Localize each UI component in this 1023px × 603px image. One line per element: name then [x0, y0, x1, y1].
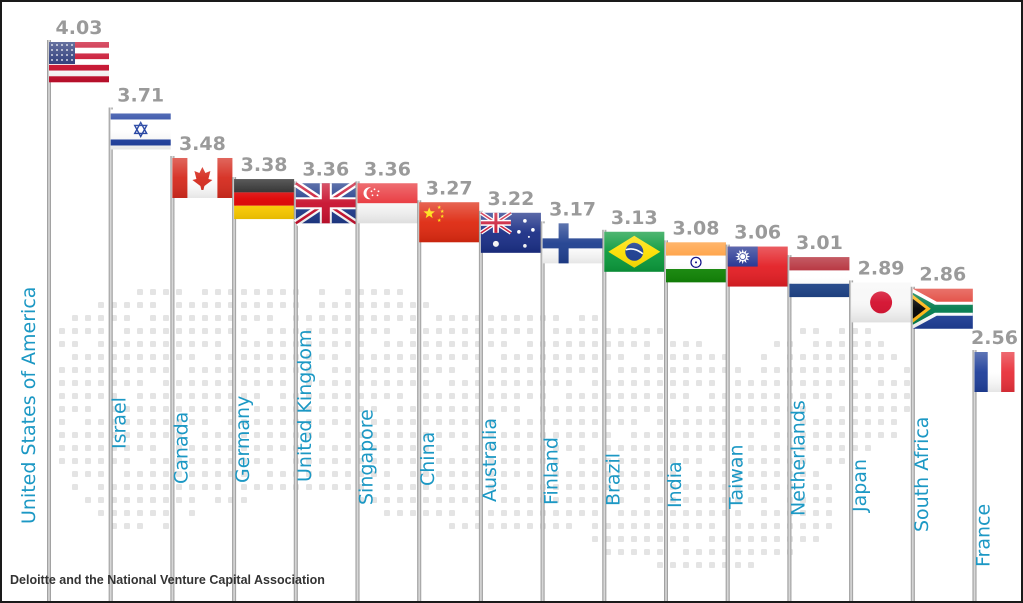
- china-flag-icon: [419, 202, 480, 243]
- country-label: Canada: [170, 412, 192, 484]
- country-label: India: [664, 461, 686, 508]
- country-label: South Africa: [911, 417, 933, 532]
- value-label: 2.56: [971, 327, 1018, 349]
- country-label: Taiwan: [726, 444, 748, 510]
- france-flag-icon: [974, 352, 1015, 392]
- flagpole: [602, 229, 607, 601]
- flagpole: [849, 280, 854, 601]
- value-label: 3.71: [117, 84, 164, 106]
- country-label: Finland: [541, 437, 563, 505]
- source-credit: Deloitte and the National Venture Capita…: [10, 573, 325, 587]
- flagpole: [417, 200, 422, 601]
- country-label: Australia: [479, 418, 501, 502]
- uk-flag-icon: [293, 180, 358, 227]
- israel-flag-icon: [110, 109, 171, 150]
- flagpole: [355, 181, 360, 601]
- value-label: 3.17: [549, 198, 596, 220]
- canada-flag-icon: [172, 157, 233, 198]
- country-label: Germany: [232, 396, 254, 483]
- value-label: 3.22: [487, 188, 534, 210]
- flagpole: [478, 210, 483, 601]
- south-africa-flag-icon: [912, 288, 973, 329]
- value-label: 3.36: [302, 158, 349, 180]
- value-label: 2.86: [919, 264, 966, 286]
- country-label: Brazil: [602, 453, 624, 506]
- taiwan-flag-icon: [727, 246, 788, 287]
- flagpole: [910, 286, 915, 601]
- country-label: Singapore: [356, 409, 378, 505]
- country-label: France: [973, 504, 995, 567]
- japan-flag-icon: [851, 282, 912, 323]
- value-label: 3.38: [241, 154, 288, 176]
- finland-flag-icon: [542, 223, 603, 264]
- flagpole: [47, 40, 51, 601]
- flagpole: [108, 107, 113, 601]
- value-label: 2.89: [858, 257, 905, 279]
- flagpole: [232, 177, 237, 601]
- germany-flag-icon: [234, 179, 295, 220]
- singapore-flag-icon: [357, 183, 418, 224]
- flagpole: [787, 255, 792, 601]
- country-label: Japan: [849, 459, 871, 513]
- value-label: 3.08: [673, 217, 720, 239]
- australia-flag-icon: [479, 211, 541, 253]
- value-label: 3.06: [734, 222, 781, 244]
- flagpole: [293, 181, 298, 601]
- country-label: Israel: [109, 397, 131, 449]
- value-label: 4.03: [56, 17, 103, 39]
- value-label: 3.27: [426, 177, 473, 199]
- value-label: 3.48: [179, 133, 226, 155]
- flagpole: [170, 155, 175, 601]
- world-map-dots: [59, 289, 910, 568]
- brazil-flag-icon: [604, 231, 665, 272]
- flagpole: [664, 240, 668, 601]
- flagpole: [972, 350, 977, 601]
- value-label: 3.01: [796, 232, 843, 254]
- india-flag-icon: [666, 242, 726, 283]
- country-label: China: [417, 432, 439, 486]
- usa-flag-icon: [49, 42, 109, 83]
- value-label: 3.13: [611, 207, 658, 229]
- flagpole: [540, 221, 545, 601]
- netherlands-flag-icon: [789, 257, 850, 298]
- value-label: 3.36: [364, 158, 411, 180]
- chart-marks: 4.03 United States of America 3.71 Israel 3.…: [18, 17, 1018, 601]
- flagpole: [725, 244, 730, 601]
- country-label: United States of America: [18, 287, 40, 524]
- country-label: Netherlands: [787, 400, 809, 516]
- country-label: United Kingdom: [294, 329, 316, 482]
